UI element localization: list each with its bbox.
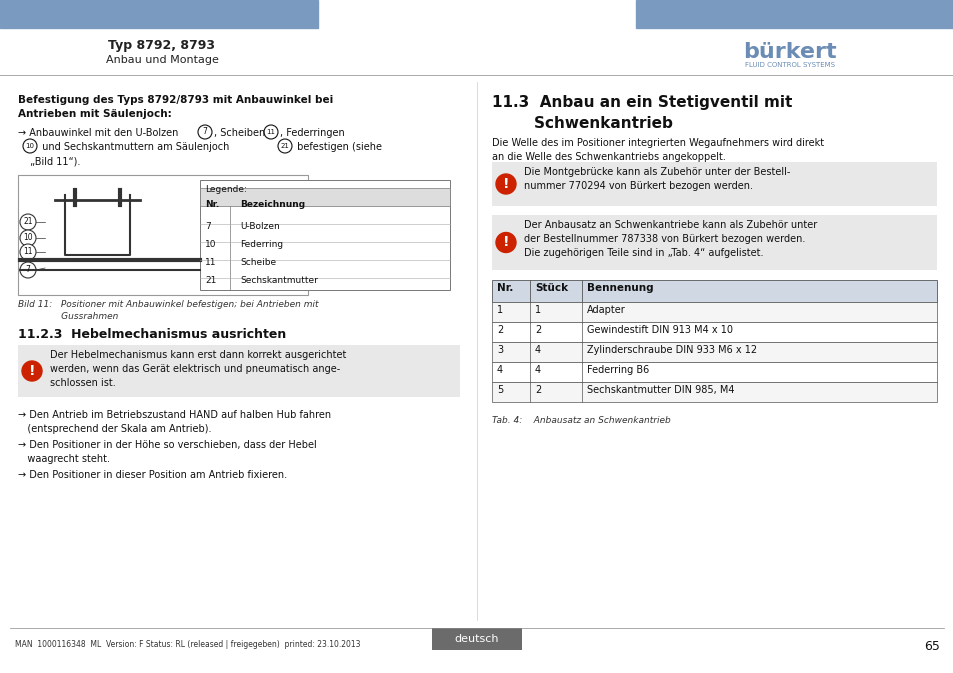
Text: Typ 8792, 8793: Typ 8792, 8793 xyxy=(109,38,215,52)
Text: → Anbauwinkel mit den U-Bolzen: → Anbauwinkel mit den U-Bolzen xyxy=(18,128,181,138)
Text: FLUID CONTROL SYSTEMS: FLUID CONTROL SYSTEMS xyxy=(744,62,834,68)
Text: Legende:: Legende: xyxy=(205,185,247,194)
Bar xyxy=(636,0,953,28)
Circle shape xyxy=(20,214,36,230)
Text: Der Hebelmechanismus kann erst dann korrekt ausgerichtet
werden, wenn das Gerät : Der Hebelmechanismus kann erst dann korr… xyxy=(50,350,346,388)
Text: 3: 3 xyxy=(497,345,502,355)
Text: 10: 10 xyxy=(205,240,216,249)
Text: 7: 7 xyxy=(26,266,30,275)
Text: , Scheiben: , Scheiben xyxy=(213,128,268,138)
Text: und Sechskantmuttern am Säulenjoch: und Sechskantmuttern am Säulenjoch xyxy=(39,142,233,152)
Bar xyxy=(18,175,308,295)
Circle shape xyxy=(496,232,516,252)
Bar xyxy=(492,382,936,402)
Text: Nr.: Nr. xyxy=(205,200,219,209)
Text: Der Anbausatz an Schwenkantriebe kann als Zubehör unter
der Bestellnummer 787338: Der Anbausatz an Schwenkantriebe kann al… xyxy=(523,220,817,258)
Text: Gewindestift DIN 913 M4 x 10: Gewindestift DIN 913 M4 x 10 xyxy=(586,325,732,335)
Text: 1: 1 xyxy=(535,305,540,315)
Text: Tab. 4:    Anbausatz an Schwenkantrieb: Tab. 4: Anbausatz an Schwenkantrieb xyxy=(492,416,670,425)
Text: !: ! xyxy=(29,364,35,378)
Text: 4: 4 xyxy=(535,365,540,375)
Bar xyxy=(492,302,936,322)
Circle shape xyxy=(496,174,516,194)
Bar xyxy=(492,362,936,382)
Text: Sechskantmutter: Sechskantmutter xyxy=(240,276,317,285)
Text: 10: 10 xyxy=(26,143,34,149)
Bar xyxy=(492,322,936,342)
Text: Zylinderschraube DIN 933 M6 x 12: Zylinderschraube DIN 933 M6 x 12 xyxy=(586,345,757,355)
Bar xyxy=(492,280,936,302)
Text: !: ! xyxy=(502,236,509,250)
Text: 65: 65 xyxy=(923,640,939,653)
Text: 11.3  Anbau an ein Stetigventil mit
        Schwenkantrieb: 11.3 Anbau an ein Stetigventil mit Schwe… xyxy=(492,95,792,131)
Circle shape xyxy=(20,262,36,278)
Text: U-Bolzen: U-Bolzen xyxy=(240,222,279,231)
Text: 7: 7 xyxy=(202,127,207,137)
Bar xyxy=(492,342,936,362)
Bar xyxy=(432,628,521,650)
Text: Bezeichnung: Bezeichnung xyxy=(240,200,305,209)
Bar xyxy=(200,188,450,206)
Circle shape xyxy=(22,361,42,381)
Text: Adapter: Adapter xyxy=(586,305,625,315)
Circle shape xyxy=(20,244,36,260)
Text: Nr.: Nr. xyxy=(497,283,513,293)
Text: → Den Antrieb im Betriebszustand HAND auf halben Hub fahren
   (entsprechend der: → Den Antrieb im Betriebszustand HAND au… xyxy=(18,410,331,434)
Text: Scheibe: Scheibe xyxy=(240,258,275,267)
Text: 2: 2 xyxy=(535,385,540,395)
Text: 4: 4 xyxy=(497,365,502,375)
Text: 10: 10 xyxy=(23,234,32,242)
Text: 11: 11 xyxy=(23,248,32,256)
Text: 1: 1 xyxy=(497,305,502,315)
Text: 21: 21 xyxy=(23,217,32,227)
Text: Befestigung des Typs 8792/8793 mit Anbauwinkel bei
Antrieben mit Säulenjoch:: Befestigung des Typs 8792/8793 mit Anbau… xyxy=(18,95,333,119)
Bar xyxy=(18,345,459,397)
Text: Anbau und Montage: Anbau und Montage xyxy=(106,55,218,65)
Circle shape xyxy=(20,230,36,246)
Text: 4: 4 xyxy=(535,345,540,355)
Text: → Den Positioner in der Höhe so verschieben, dass der Hebel
   waagrecht steht.: → Den Positioner in der Höhe so verschie… xyxy=(18,440,316,464)
Text: , Federringen: , Federringen xyxy=(280,128,344,138)
Text: Federring B6: Federring B6 xyxy=(586,365,649,375)
Bar xyxy=(200,180,450,290)
Text: Die Montgebrücke kann als Zubehör unter der Bestell-
nummer 770294 von Bürkert b: Die Montgebrücke kann als Zubehör unter … xyxy=(523,167,789,191)
Text: „Bild 11“).: „Bild 11“). xyxy=(30,157,80,167)
Text: MAN  1000116348  ML  Version: F Status: RL (released | freigegeben)  printed: 23: MAN 1000116348 ML Version: F Status: RL … xyxy=(15,640,360,649)
Text: bürkert: bürkert xyxy=(742,42,836,62)
Text: Federring: Federring xyxy=(240,240,283,249)
Text: 21: 21 xyxy=(280,143,289,149)
Bar xyxy=(0,0,317,28)
Text: befestigen (siehe: befestigen (siehe xyxy=(294,142,381,152)
Text: Die Welle des im Positioner integrierten Wegaufnehmers wird direkt
an die Welle : Die Welle des im Positioner integrierten… xyxy=(492,138,823,162)
Text: 11: 11 xyxy=(205,258,216,267)
Bar xyxy=(492,215,936,270)
Text: 2: 2 xyxy=(535,325,540,335)
Text: Bennenung: Bennenung xyxy=(586,283,653,293)
Text: 2: 2 xyxy=(497,325,503,335)
Text: Stück: Stück xyxy=(535,283,568,293)
Text: 5: 5 xyxy=(497,385,503,395)
Text: 7: 7 xyxy=(205,222,211,231)
Text: 21: 21 xyxy=(205,276,216,285)
Bar xyxy=(492,162,936,206)
Text: deutsch: deutsch xyxy=(455,634,498,644)
Text: Bild 11:   Positioner mit Anbauwinkel befestigen; bei Antrieben mit
            : Bild 11: Positioner mit Anbauwinkel befe… xyxy=(18,300,318,321)
Text: Sechskantmutter DIN 985, M4: Sechskantmutter DIN 985, M4 xyxy=(586,385,734,395)
Text: !: ! xyxy=(502,177,509,191)
Text: 11: 11 xyxy=(266,129,275,135)
Text: → Den Positioner in dieser Position am Antrieb fixieren.: → Den Positioner in dieser Position am A… xyxy=(18,470,287,480)
Text: 11.2.3  Hebelmechanismus ausrichten: 11.2.3 Hebelmechanismus ausrichten xyxy=(18,328,286,341)
